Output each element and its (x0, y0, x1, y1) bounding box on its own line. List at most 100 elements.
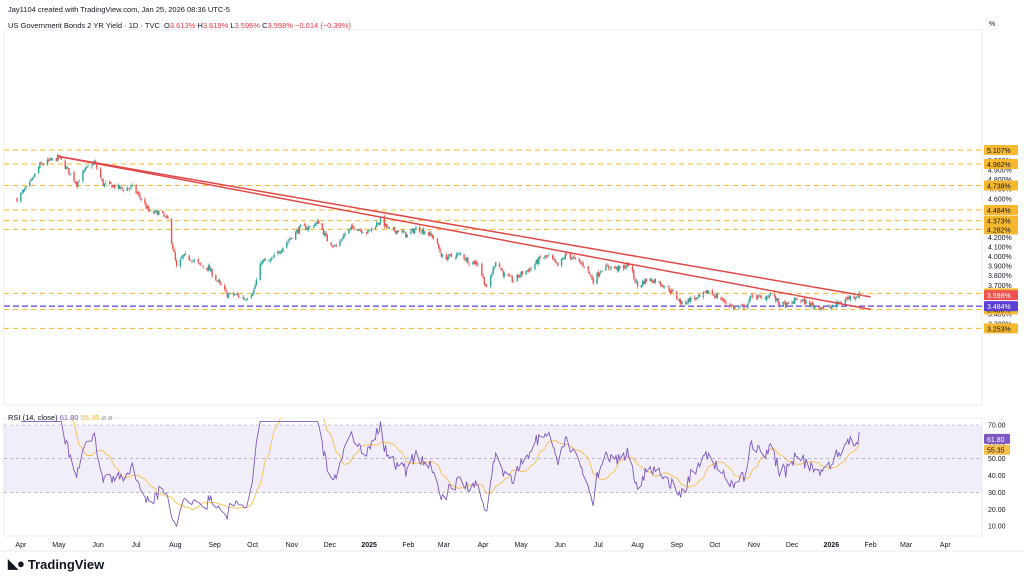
candle-body (769, 293, 772, 295)
candle-body (289, 238, 292, 240)
candle-body (755, 296, 758, 299)
candle-body (757, 295, 759, 299)
candle-body (108, 182, 111, 184)
candle-body (802, 299, 805, 301)
x-tick-label: Apr (940, 542, 952, 549)
candle-body (747, 303, 749, 309)
candle-body (64, 160, 66, 169)
level-badge (984, 158, 1018, 169)
candle-body (678, 299, 681, 302)
rsi-badge-label: 61.80 (987, 437, 1005, 444)
candle-body (545, 255, 548, 257)
candle-body (110, 181, 112, 184)
candle-body (693, 297, 696, 299)
candle-body (357, 229, 359, 231)
candle-body (579, 261, 582, 264)
candle-body (92, 162, 94, 166)
candle-body (457, 253, 459, 255)
candle-body (787, 301, 789, 304)
candle-body (77, 181, 79, 187)
candle-body (615, 266, 617, 269)
candle-body (738, 307, 740, 308)
candle-body (821, 307, 824, 309)
candle-body (767, 297, 769, 298)
ohlc-c-label: C (262, 21, 268, 30)
candle-body (387, 227, 389, 228)
candle-body (325, 232, 327, 236)
candle-body (51, 158, 54, 160)
candle-body (211, 269, 213, 277)
ohlc-l-label: L (230, 21, 235, 30)
candle-body (624, 264, 626, 269)
candle-body (500, 267, 502, 270)
price-tick-label: 3.400% (988, 312, 1012, 319)
candle-body (253, 289, 255, 294)
candle-body (353, 226, 355, 230)
candle-body (440, 252, 442, 257)
candle-body (374, 227, 377, 229)
candle-body (463, 254, 465, 260)
candle-body (507, 274, 510, 276)
candle-body (573, 256, 575, 258)
candle-body (826, 306, 829, 307)
candle-body (264, 258, 266, 261)
candle-body (774, 296, 777, 301)
candle-body (313, 224, 316, 227)
x-tick-label: Jul (132, 542, 141, 549)
candle-body (474, 261, 477, 265)
candle-body (120, 186, 122, 188)
candle-body (32, 177, 35, 179)
candle-body (22, 189, 25, 193)
candle-body (149, 211, 151, 212)
candle-body (49, 158, 51, 161)
candle-body (702, 292, 705, 298)
candle-body (517, 274, 520, 278)
candle-body (831, 306, 834, 308)
candle-body (592, 278, 594, 284)
candle-body (609, 268, 611, 270)
candle-body (165, 216, 168, 217)
candle-body (645, 279, 648, 282)
rsi-ma-line (71, 418, 860, 511)
candle-body (269, 260, 272, 261)
candle-body (847, 297, 849, 300)
candle-body (164, 216, 166, 217)
candle-body (643, 280, 645, 285)
candle-body (126, 187, 128, 191)
candle-body (334, 244, 336, 246)
candle-body (601, 270, 603, 272)
candle-body (721, 299, 724, 301)
x-tick-label: Feb (402, 542, 414, 549)
candle-body (41, 164, 44, 165)
candle-body (819, 307, 821, 310)
candle-body (854, 297, 857, 300)
candle-body (492, 267, 494, 274)
candle-body (277, 251, 279, 255)
candle-body (812, 304, 815, 308)
candle-body (526, 270, 529, 271)
candle-body (659, 281, 662, 286)
candle-body (590, 274, 592, 276)
candle-body (279, 252, 282, 253)
candle-body (139, 194, 141, 198)
price-unit: % (989, 21, 996, 28)
candle-body (820, 307, 822, 310)
x-tick-label: Dec (324, 542, 337, 549)
candle-body (707, 290, 710, 294)
rsi-visibility-icon[interactable]: ⌀ ⌀ (101, 413, 113, 422)
candle-body (521, 271, 524, 275)
candle-body (722, 299, 725, 301)
candle-body (282, 247, 284, 252)
candle-body (662, 285, 664, 288)
candle-body (73, 172, 75, 182)
candle-body (405, 232, 407, 238)
candle-body (67, 167, 69, 169)
candle-body (137, 192, 140, 195)
candle-body (450, 254, 453, 257)
candle-body (778, 302, 781, 306)
candle-body (170, 218, 173, 244)
candle-body (192, 260, 194, 262)
candle-body (308, 226, 311, 228)
candle-body (201, 265, 203, 267)
candle-body (427, 232, 430, 236)
